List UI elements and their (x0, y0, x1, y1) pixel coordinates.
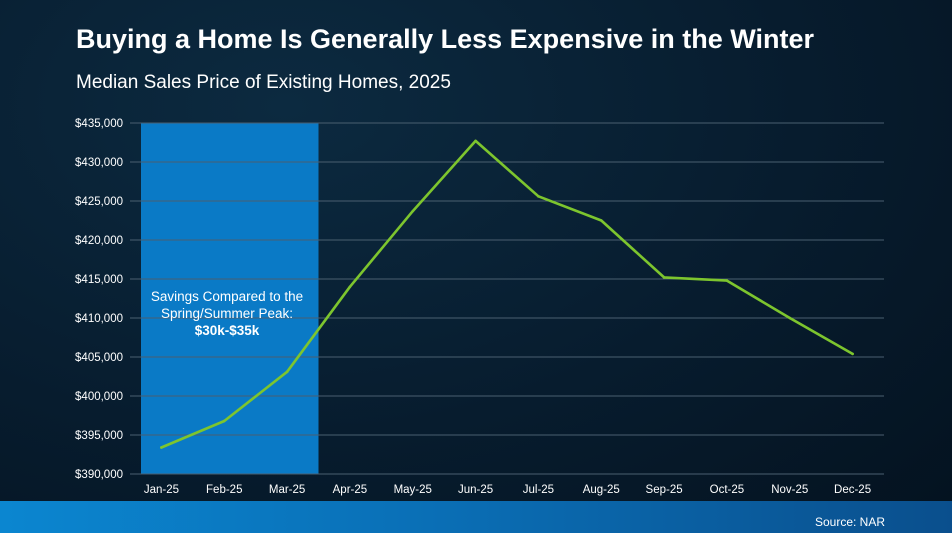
annotation-highlight: $30k-$35k (194, 323, 260, 338)
y-tick-label: $400,000 (75, 391, 123, 403)
x-tick-label: Aug-25 (583, 484, 620, 496)
data-point (348, 285, 352, 289)
x-tick-label: Apr-25 (333, 484, 368, 496)
x-tick-label: Sep-25 (646, 484, 683, 496)
data-point (725, 279, 729, 282)
x-tick-label: May-25 (394, 484, 432, 496)
x-tick-label: Nov-25 (771, 484, 808, 496)
source-label: Source: NAR (814, 515, 885, 529)
data-point (474, 139, 477, 143)
data-point (537, 195, 540, 198)
data-point (411, 209, 415, 213)
series-line (160, 139, 854, 449)
data-point (599, 219, 603, 222)
chart-subtitle: Median Sales Price of Existing Homes, 20… (76, 72, 451, 93)
x-tick-label: Mar-25 (269, 484, 305, 496)
x-tick-label: Feb-25 (206, 484, 242, 496)
x-tick-label: Oct-25 (710, 484, 745, 496)
y-tick-label: $425,000 (75, 196, 123, 208)
y-tick-label: $420,000 (75, 235, 123, 247)
y-tick-label: $395,000 (75, 430, 123, 442)
y-tick-label: $430,000 (75, 157, 123, 169)
data-point (222, 419, 226, 423)
y-tick-label: $390,000 (75, 469, 123, 481)
data-point (160, 446, 163, 449)
data-point (662, 276, 666, 279)
chart-title: Buying a Home Is Generally Less Expensiv… (76, 24, 814, 54)
footer-bar: Source: NAR (0, 501, 952, 533)
x-tick-label: Jan-25 (144, 484, 179, 496)
annotation-text: Savings Compared to the Spring/Summer Pe… (150, 289, 304, 321)
data-point (788, 316, 792, 320)
data-point (851, 352, 854, 356)
x-tick-label: Jun-25 (458, 484, 493, 496)
x-tick-label: Dec-25 (834, 484, 871, 496)
y-tick-label: $410,000 (75, 313, 123, 325)
y-tick-label: $415,000 (75, 274, 123, 286)
x-tick-label: Jul-25 (523, 484, 554, 496)
savings-annotation: Savings Compared to the Spring/Summer Pe… (142, 288, 312, 339)
y-tick-label: $435,000 (75, 118, 123, 130)
y-tick-label: $405,000 (75, 352, 123, 364)
data-point (285, 370, 289, 374)
